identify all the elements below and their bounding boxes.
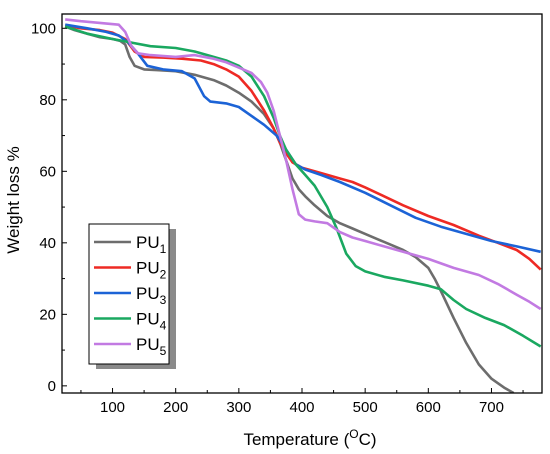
x-axis-title-superscript: O bbox=[349, 427, 358, 441]
legend-label-pu3: PU3 bbox=[136, 284, 167, 307]
legend-label-subscript: 1 bbox=[160, 242, 167, 256]
y-tick-label: 0 bbox=[48, 378, 56, 395]
x-tick-label: 400 bbox=[289, 399, 314, 416]
x-axis: 100 200 300 400 500 600 700 bbox=[80, 388, 524, 416]
x-tick-label: 300 bbox=[226, 399, 251, 416]
legend-label-pu1: PU1 bbox=[136, 233, 167, 256]
legend-label-pu2: PU2 bbox=[136, 259, 167, 282]
y-tick-label: 40 bbox=[39, 235, 56, 252]
series-line-pu5 bbox=[65, 18, 542, 311]
series-line-pu4 bbox=[64, 25, 542, 348]
x-axis-title-end: C) bbox=[359, 430, 377, 449]
legend-label-base: PU bbox=[136, 284, 160, 303]
x-axis-title: Temperature (OC) bbox=[243, 427, 376, 449]
x-tick-label: 100 bbox=[100, 399, 125, 416]
legend-label-subscript: 4 bbox=[160, 319, 167, 333]
legend-label-pu4: PU4 bbox=[136, 310, 167, 333]
x-tick-label: 600 bbox=[416, 399, 441, 416]
x-tick-label: 500 bbox=[353, 399, 378, 416]
x-tick-label: 200 bbox=[163, 399, 188, 416]
legend-label-base: PU bbox=[136, 335, 160, 354]
legend-label-base: PU bbox=[136, 233, 160, 252]
y-tick-label: 20 bbox=[39, 306, 56, 323]
series-lines bbox=[64, 18, 542, 393]
legend-label-pu5: PU5 bbox=[136, 335, 167, 358]
legend-label-subscript: 5 bbox=[160, 344, 167, 358]
y-tick-label: 60 bbox=[39, 163, 56, 180]
legend-label-base: PU bbox=[136, 259, 160, 278]
legend-label-subscript: 2 bbox=[160, 268, 167, 282]
x-tick-label: 700 bbox=[479, 399, 504, 416]
legend-label-subscript: 3 bbox=[160, 293, 167, 307]
y-axis: 0 20 40 60 80 100 bbox=[31, 20, 67, 395]
legend-label-base: PU bbox=[136, 310, 160, 329]
y-tick-label: 100 bbox=[31, 20, 56, 37]
y-axis-title: Weight loss % bbox=[4, 146, 23, 253]
y-tick-label: 80 bbox=[39, 92, 56, 109]
x-axis-title-main: Temperature ( bbox=[243, 430, 349, 449]
